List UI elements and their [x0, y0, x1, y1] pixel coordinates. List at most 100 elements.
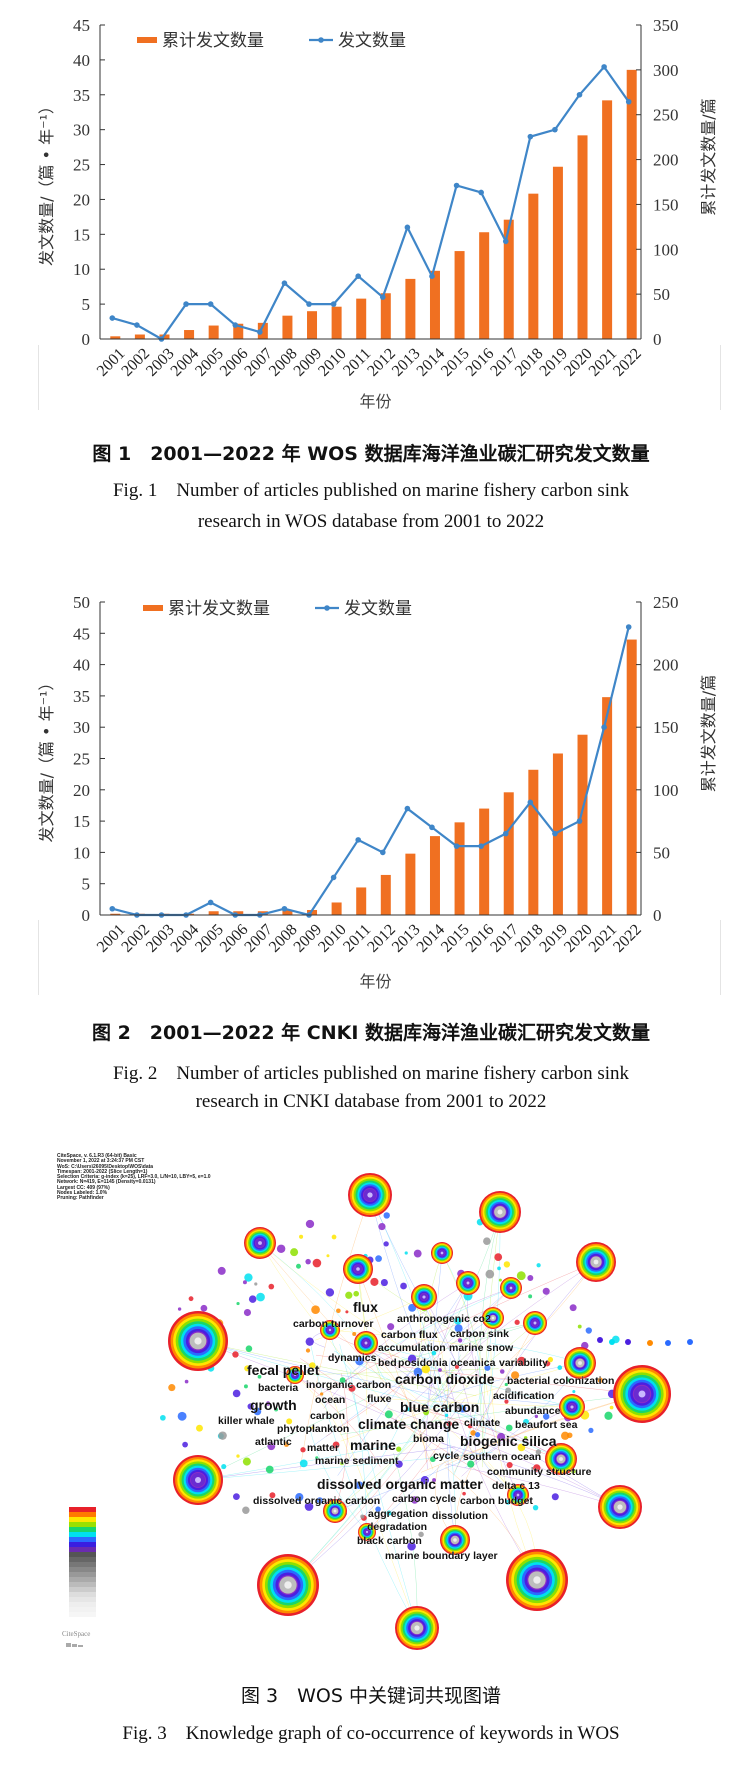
network-node-small — [665, 1340, 671, 1346]
keyword-label: ocean — [315, 1394, 345, 1406]
bar-2011 — [356, 298, 367, 339]
network-node-small — [242, 1280, 247, 1285]
network-node-small — [535, 1449, 542, 1455]
network-node-small — [386, 1510, 392, 1516]
line-point-2013 — [404, 805, 411, 812]
keyword-label: carbon budget — [460, 1495, 533, 1507]
bar-2016 — [479, 808, 490, 915]
network-node-small — [499, 1369, 505, 1374]
bar-2021 — [602, 100, 613, 339]
left-tick-label: 35 — [73, 86, 90, 105]
figure-1-caption-en-line1: Fig. 1 Number of articles published on m… — [112, 480, 630, 501]
left-tick-label: 45 — [73, 624, 90, 643]
bar-2015 — [454, 251, 465, 339]
citespace-info-line: WoS: C:\Users\26095\Desktop\WOS\data — [57, 1163, 154, 1170]
bar-2005 — [208, 325, 219, 339]
color-legend-swatch — [69, 1592, 96, 1597]
network-node-small — [423, 1409, 430, 1416]
network-node-small — [311, 1426, 315, 1430]
network-node-small — [320, 1392, 324, 1396]
network-edge — [425, 1282, 469, 1470]
network-node-small — [336, 1308, 341, 1314]
legend-marker — [318, 37, 324, 43]
left-tick-label: 40 — [73, 51, 90, 70]
line-point-2016 — [478, 189, 484, 196]
network-node-small — [462, 1491, 466, 1496]
network-edge — [366, 1442, 441, 1533]
network-node-small — [505, 1387, 512, 1394]
keyword-label: flux — [353, 1299, 378, 1315]
network-node-small — [256, 1292, 265, 1302]
network-node-small — [348, 1384, 356, 1392]
network-node-small — [305, 1348, 311, 1353]
line-point-2019 — [552, 830, 558, 837]
bar-2006 — [233, 911, 244, 915]
x-tick-label: 2022 — [610, 345, 645, 380]
network-node-small — [585, 1327, 592, 1334]
color-legend-swatch — [69, 1562, 96, 1567]
network-node-ring — [456, 1271, 480, 1295]
left-tick-label: 20 — [73, 190, 90, 209]
network-node-small — [305, 1258, 311, 1265]
network-node-small — [326, 1254, 330, 1258]
network-edge — [366, 1416, 492, 1533]
network-edge — [454, 1322, 536, 1473]
color-legend-swatch — [69, 1537, 96, 1542]
network-node-small — [572, 1390, 576, 1394]
left-tick-label: 35 — [73, 687, 90, 706]
network-node-small — [360, 1514, 365, 1519]
line-point-2005 — [207, 899, 214, 906]
left-tick-label: 5 — [82, 295, 91, 314]
network-edge — [420, 1393, 643, 1473]
keyword-labels: flux carbon turnover anthropogenic co2 carb… — [218, 1299, 615, 1562]
network-node-small — [413, 1367, 423, 1377]
network-node-small — [253, 1407, 262, 1416]
figure-frame-right — [720, 920, 721, 995]
right-tick-label: 100 — [653, 781, 679, 800]
network-edge — [197, 1340, 477, 1397]
network-edge — [287, 1373, 463, 1586]
keyword-label: blue carbon — [400, 1399, 479, 1415]
left-tick-label: 15 — [73, 225, 90, 244]
line-series-annual — [111, 65, 630, 341]
keyword-label: marine boundary layer — [385, 1550, 498, 1562]
ring-center — [356, 1267, 360, 1271]
network-edge — [300, 1358, 519, 1496]
network-node-small — [325, 1288, 335, 1297]
bar-2006 — [233, 323, 244, 339]
x-tick-label: 2022 — [610, 921, 645, 956]
network-node-small — [177, 1411, 187, 1421]
network-node-small — [405, 1407, 410, 1412]
network-node-ring — [168, 1311, 228, 1371]
bar-2002 — [134, 334, 145, 339]
network-node-ring — [479, 1191, 521, 1233]
network-edge — [458, 1261, 597, 1463]
color-legend-swatch — [69, 1612, 96, 1617]
bar-2022 — [626, 69, 637, 339]
keyword-label: carbon dioxide — [395, 1371, 495, 1387]
network-node-small — [299, 1234, 304, 1239]
color-legend-swatch — [69, 1517, 96, 1522]
network-node-small — [408, 1303, 417, 1312]
network-node-small — [407, 1354, 417, 1364]
line-point-2005 — [207, 301, 214, 307]
network-node-small — [316, 1497, 324, 1504]
figure-frame-left — [38, 345, 39, 410]
left-tick-label: 30 — [73, 121, 90, 140]
color-legend-swatch — [69, 1577, 96, 1582]
right-tick-label: 200 — [653, 151, 679, 170]
network-edge — [197, 1340, 454, 1399]
network-node-ring — [411, 1284, 437, 1310]
network-edge — [197, 1451, 493, 1481]
network-edge — [369, 1194, 447, 1415]
network-node-small — [418, 1531, 424, 1538]
network-node-small — [604, 1411, 613, 1420]
network-node-ring — [506, 1549, 568, 1611]
network-node-small — [456, 1403, 463, 1410]
network-node-small — [561, 1431, 570, 1440]
network-node-small — [516, 1271, 526, 1281]
network-node-small — [243, 1308, 252, 1317]
network-node-small — [232, 1351, 239, 1358]
x-axis-title: 年份 — [359, 972, 391, 991]
network-edge — [294, 1368, 499, 1376]
